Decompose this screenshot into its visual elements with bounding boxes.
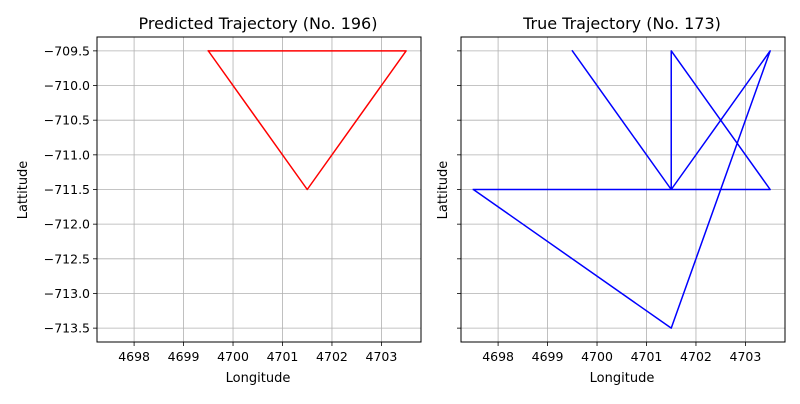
- predicted-y-tick-label: −710.5: [44, 113, 90, 128]
- predicted-y-tick-label: −710.0: [44, 78, 90, 93]
- predicted-x-tick-label: 4703: [366, 349, 398, 364]
- predicted-x-tick-label: 4701: [267, 349, 299, 364]
- predicted-x-axis-label: Longitude: [226, 371, 291, 386]
- predicted-y-tick-label: −712.5: [44, 251, 90, 266]
- predicted-x-tick-label: 4699: [168, 349, 200, 364]
- true-x-tick-label: 4699: [532, 349, 564, 364]
- true-chart-title: True Trajectory (No. 173): [522, 14, 721, 33]
- predicted-x-tick-label: 4702: [316, 349, 348, 364]
- true-y-axis-label: Lattitude: [436, 161, 451, 220]
- true-y-ticks: [457, 50, 461, 329]
- true-trajectory-line: [472, 49, 771, 329]
- predicted-series: [207, 49, 407, 191]
- predicted-y-tick-label: −712.0: [44, 217, 90, 232]
- predicted-y-ticks: −709.5 −710.0 −710.5 −711.0 −711.5 −712.0 −712…: [44, 43, 97, 336]
- predicted-x-tick-label: 4700: [217, 349, 249, 364]
- true-series: [472, 49, 771, 329]
- predicted-y-tick-label: −713.5: [44, 321, 90, 336]
- true-x-tick-label: 4700: [581, 349, 613, 364]
- predicted-y-tick-label: −711.0: [44, 147, 90, 162]
- predicted-y-axis-label: Lattitude: [16, 161, 31, 220]
- predicted-x-ticks: 4698 4699 4700 4701 4702 4703: [118, 342, 397, 364]
- predicted-trajectory-panel: Predicted Trajectory (No. 196) 4698 4699 4…: [16, 14, 422, 386]
- true-x-ticks: 4698 4699 4700 4701 4702 4703: [482, 342, 761, 364]
- predicted-y-tick-label: −713.0: [44, 286, 90, 301]
- predicted-x-tick-label: 4698: [118, 349, 150, 364]
- true-x-tick-label: 4698: [482, 349, 514, 364]
- predicted-y-tick-label: −709.5: [44, 43, 90, 58]
- true-x-tick-label: 4703: [730, 349, 762, 364]
- predicted-y-tick-label: −711.5: [44, 182, 90, 197]
- true-trajectory-panel: True Trajectory (No. 173) 4698 4699 4700 47…: [436, 14, 786, 386]
- true-x-axis-label: Longitude: [590, 371, 655, 386]
- true-x-tick-label: 4701: [631, 349, 663, 364]
- predicted-trajectory-line: [207, 49, 407, 191]
- true-x-tick-label: 4702: [680, 349, 712, 364]
- predicted-chart-title: Predicted Trajectory (No. 196): [139, 14, 378, 33]
